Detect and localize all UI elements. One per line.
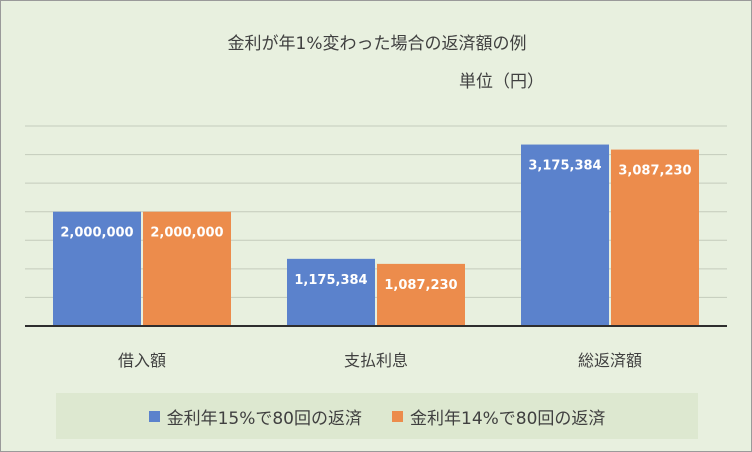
legend-swatch-series-1 [148,410,160,422]
data-label-2-series-2: 1,087,230 [384,278,457,293]
data-label-1-series-1: 2,000,000 [60,226,133,241]
bar-3-series-2 [611,149,699,326]
data-label-1-series-2: 2,000,000 [150,226,223,241]
bar-2-series-2 [377,263,465,326]
category-label-3: 総返済額 [578,351,642,370]
data-label-3-series-2: 3,087,230 [618,164,691,179]
data-label-2-series-1: 1,175,384 [294,273,367,288]
legend-swatch-series-2 [392,410,403,422]
legend-item-series-2: 金利年14%で80回の返済 [392,404,605,429]
data-label-3-series-1: 3,175,384 [528,159,601,174]
unit-label: 単位（円） [459,72,544,92]
bar-2-series-1 [287,258,375,326]
bar-1-series-2 [143,211,231,326]
bar-3-series-1 [521,144,609,326]
chart-title: 金利が年1%変わった場合の返済額の例 [227,34,527,54]
legend-label-series-1: 金利年15%で80回の返済 [166,408,362,429]
legend-label-series-2: 金利年14%で80回の返済 [410,408,606,429]
legend-item-series-1: 金利年15%で80回の返済 [148,404,362,429]
category-label-2: 支払利息 [344,351,408,370]
bar-1-series-1 [53,211,141,326]
legend: 金利年15%で80回の返済 金利年14%で80回の返済 [56,393,698,439]
category-label-1: 借入額 [118,351,166,370]
plot-area: 2,000,000 2,000,000 借入額 1,175,384 1,087,230 支… [25,125,727,370]
